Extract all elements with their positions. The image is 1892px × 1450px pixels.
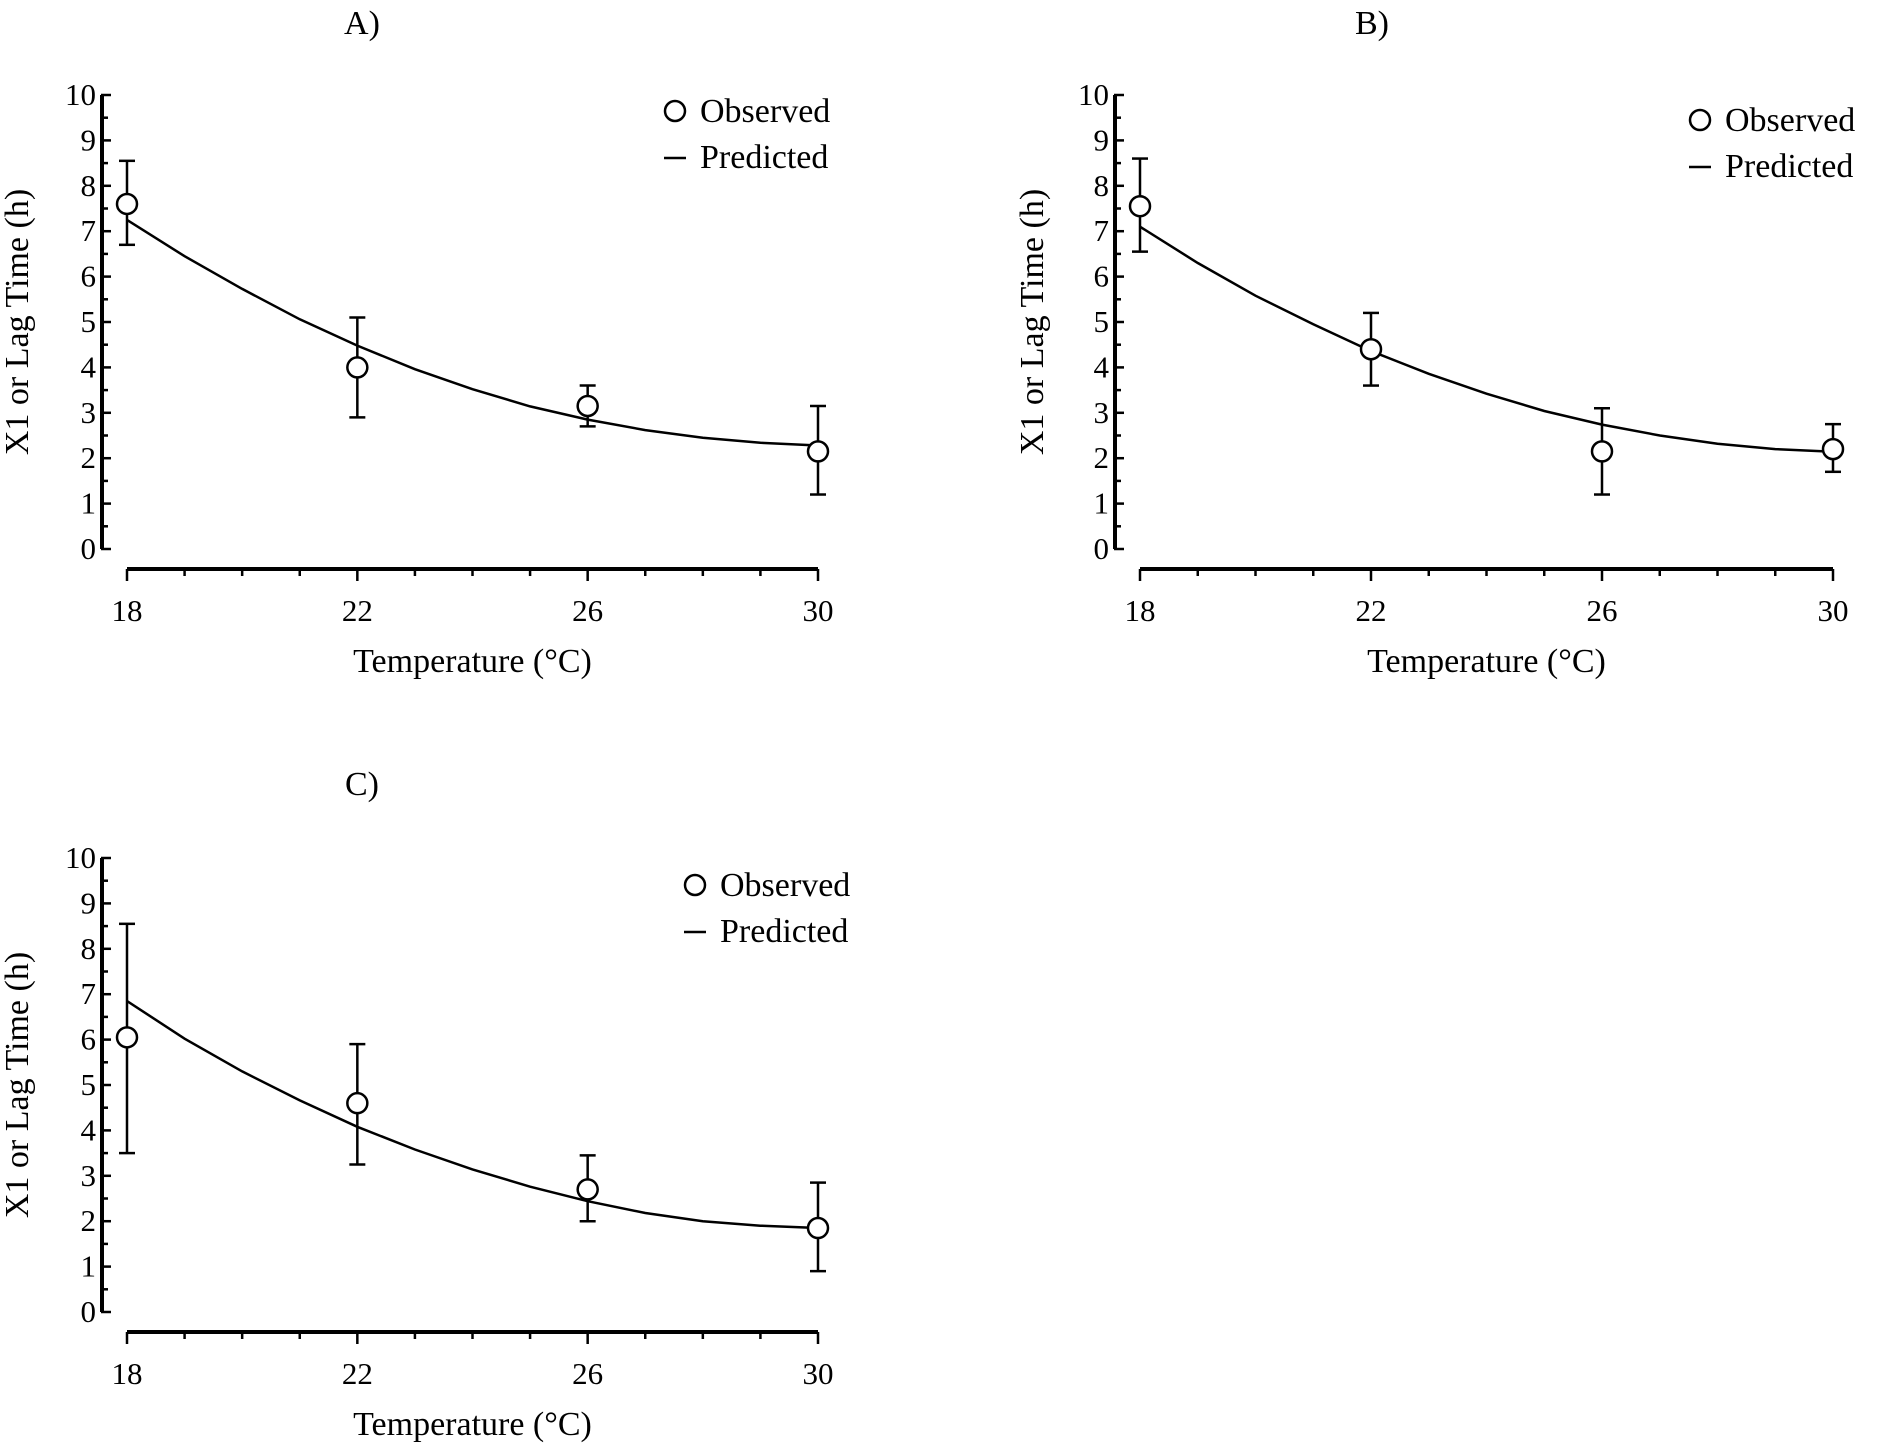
- y-tick-label: 0: [81, 1294, 97, 1329]
- y-tick-label: 5: [81, 304, 97, 339]
- legend: Observed Predicted: [683, 867, 850, 950]
- y-tick-label: 9: [1094, 122, 1110, 157]
- y-tick-label: 10: [65, 840, 96, 875]
- legend-label-observed: Observed: [720, 867, 850, 904]
- observed-point-26: [576, 1154, 599, 1223]
- y-tick-label: 7: [81, 976, 97, 1011]
- y-tick-label: 4: [81, 1112, 97, 1147]
- x-tick-label: 18: [112, 1356, 143, 1391]
- observed-point-18: [1128, 157, 1152, 253]
- chart-panel-a: A) 0 1 2 3 4 5 6 7 8 9 10 18 22 26 30 Temperature (°C) X1…: [0, 5, 834, 680]
- observed-point-18: [115, 922, 139, 1155]
- x-tick-label: 30: [803, 1356, 834, 1391]
- y-tick-label: 4: [81, 349, 97, 384]
- y-tick-label: 8: [81, 931, 97, 966]
- observed-point-26: [576, 384, 599, 428]
- x-tick-label: 22: [342, 593, 373, 628]
- x-tick-label: 26: [572, 593, 603, 628]
- observed-point-22: [1359, 311, 1383, 387]
- y-tick-label: 8: [81, 168, 97, 203]
- y-tick-label: 10: [1078, 77, 1109, 112]
- observed-marker: [806, 440, 830, 463]
- y-tick-label: 8: [1094, 168, 1110, 203]
- y-tick-label: 3: [1094, 395, 1110, 430]
- predicted-curve: [1139, 225, 1834, 454]
- observed-marker: [1359, 337, 1383, 361]
- predicted-curve: [126, 999, 819, 1230]
- chart-panel-b: B) 0 1 2 3 4 5 6 7 8 9 10 18 22 26 30 Temperature (°C) X1…: [1014, 5, 1855, 680]
- x-tick-label: 30: [1818, 593, 1849, 628]
- legend-label-predicted: Predicted: [700, 139, 828, 176]
- chart-title: A): [344, 5, 380, 42]
- y-tick-label: 9: [81, 885, 97, 920]
- observed-point-22: [346, 1042, 369, 1166]
- x-tick-label: 26: [572, 1356, 603, 1391]
- x-axis-label: Temperature (°C): [353, 643, 592, 680]
- chart-title: B): [1355, 5, 1389, 42]
- y-tick-label: 7: [81, 213, 97, 248]
- y-tick-label: 5: [81, 1067, 97, 1102]
- x-axis-label: Temperature (°C): [1367, 643, 1606, 680]
- x-tick-label: 30: [803, 593, 834, 628]
- legend-marker-observed: [663, 99, 687, 123]
- y-tick-label: 2: [81, 1203, 97, 1238]
- legend-label-predicted: Predicted: [1725, 148, 1853, 185]
- y-axis-label: X1 or Lag Time (h): [0, 189, 36, 455]
- observed-point-30: [806, 1181, 830, 1273]
- y-tick-label: 6: [81, 1022, 97, 1057]
- y-tick-label: 3: [81, 395, 97, 430]
- y-axis-label: X1 or Lag Time (h): [0, 952, 36, 1218]
- y-tick-label: 7: [1094, 213, 1110, 248]
- legend-label-predicted: Predicted: [720, 913, 848, 950]
- y-tick-label: 2: [1094, 440, 1110, 475]
- observed-point-22: [346, 316, 369, 419]
- x-tick-label: 26: [1587, 593, 1618, 628]
- observed-point-30: [806, 404, 830, 496]
- y-tick-label: 3: [81, 1158, 97, 1193]
- observed-point-30: [1821, 422, 1845, 474]
- x-tick-label: 22: [1356, 593, 1387, 628]
- x-tick-label: 18: [1125, 593, 1156, 628]
- y-tick-label: 6: [1094, 259, 1110, 294]
- y-tick-label: 5: [1094, 304, 1110, 339]
- y-axis-label: X1 or Lag Time (h): [1014, 189, 1051, 455]
- observed-point-18: [115, 159, 139, 247]
- legend-label-observed: Observed: [1725, 102, 1855, 139]
- observed-point-26: [1590, 407, 1614, 496]
- observed-marker: [1128, 194, 1152, 218]
- legend-marker-observed: [683, 873, 707, 897]
- y-tick-label: 1: [81, 1249, 97, 1284]
- observed-marker: [576, 394, 599, 418]
- observed-marker: [806, 1216, 830, 1240]
- observed-marker: [115, 192, 139, 216]
- chart-panel-c: C) 0 1 2 3 4 5 6 7 8 9 10 18 22 26 30 Temperature (°C) X1…: [0, 766, 850, 1443]
- legend-label-observed: Observed: [700, 93, 830, 130]
- observed-marker: [346, 356, 369, 379]
- observed-marker: [1821, 437, 1845, 461]
- x-axis-label: Temperature (°C): [353, 1406, 592, 1443]
- legend: Observed Predicted: [1688, 102, 1855, 185]
- y-tick-label: 0: [81, 531, 97, 566]
- legend: Observed Predicted: [663, 93, 830, 176]
- x-tick-label: 22: [342, 1356, 373, 1391]
- y-tick-label: 1: [1094, 486, 1110, 521]
- chart-title: C): [345, 766, 379, 803]
- observed-marker: [1590, 440, 1614, 463]
- y-tick-label: 10: [65, 77, 96, 112]
- x-tick-label: 18: [112, 593, 143, 628]
- observed-marker: [346, 1091, 369, 1115]
- y-tick-label: 6: [81, 259, 97, 294]
- y-tick-label: 1: [81, 486, 97, 521]
- y-tick-label: 0: [1094, 531, 1110, 566]
- y-tick-label: 9: [81, 122, 97, 157]
- y-tick-label: 4: [1094, 349, 1110, 384]
- legend-marker-observed: [1688, 108, 1712, 132]
- observed-marker: [115, 1026, 139, 1049]
- observed-marker: [576, 1178, 599, 1201]
- predicted-curve: [126, 218, 819, 447]
- y-tick-label: 2: [81, 440, 97, 475]
